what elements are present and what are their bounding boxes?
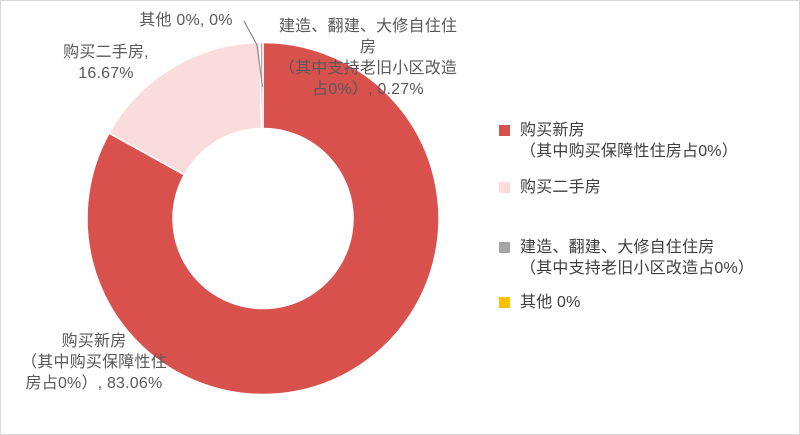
legend-swatch-secondhand — [499, 182, 510, 193]
data-label-new-house: 购买新房 （其中购买保障性住 房占0%）, 83.06% — [21, 333, 167, 392]
legend-item-construct: 建造、翻建、大修自住住房 （其中支持老旧小区改造占0%） — [499, 237, 754, 279]
leader-line-other — [243, 20, 264, 88]
chart-legend: 购买新房 （其中购买保障性住房占0%） 购买二手房 建造、翻建、大修自住住房 （其中… — [491, 1, 791, 434]
legend-label-new-house: 购买新房 （其中购买保障性住房占0%） — [520, 122, 738, 160]
donut-slices — [86, 41, 440, 396]
legend-swatch-other — [499, 297, 510, 308]
legend-item-new-house: 购买新房 （其中购买保障性住房占0%） — [499, 120, 738, 162]
legend-label-secondhand: 购买二手房 — [520, 179, 602, 196]
data-label-construct: 建造、翻建、大修自住住房（其中支持老旧小区改造 占0%）, 0.27% — [278, 18, 458, 98]
donut-slice-0 — [86, 41, 440, 396]
legend-label-other: 其他 0% — [520, 294, 581, 311]
legend-item-other: 其他 0% — [499, 292, 581, 313]
legend-label-construct: 建造、翻建、大修自住住房 （其中支持老旧小区改造占0%） — [520, 239, 755, 277]
data-label-secondhand: 购买二手房, 16.67% — [63, 44, 149, 82]
data-label-other: 其他 0%, 0% — [139, 12, 233, 29]
donut-slice-1 — [108, 41, 263, 176]
legend-swatch-construct — [499, 242, 510, 253]
legend-item-secondhand: 购买二手房 — [499, 177, 601, 198]
donut-slice-2 — [259, 41, 264, 130]
legend-swatch-new-house — [499, 125, 510, 136]
